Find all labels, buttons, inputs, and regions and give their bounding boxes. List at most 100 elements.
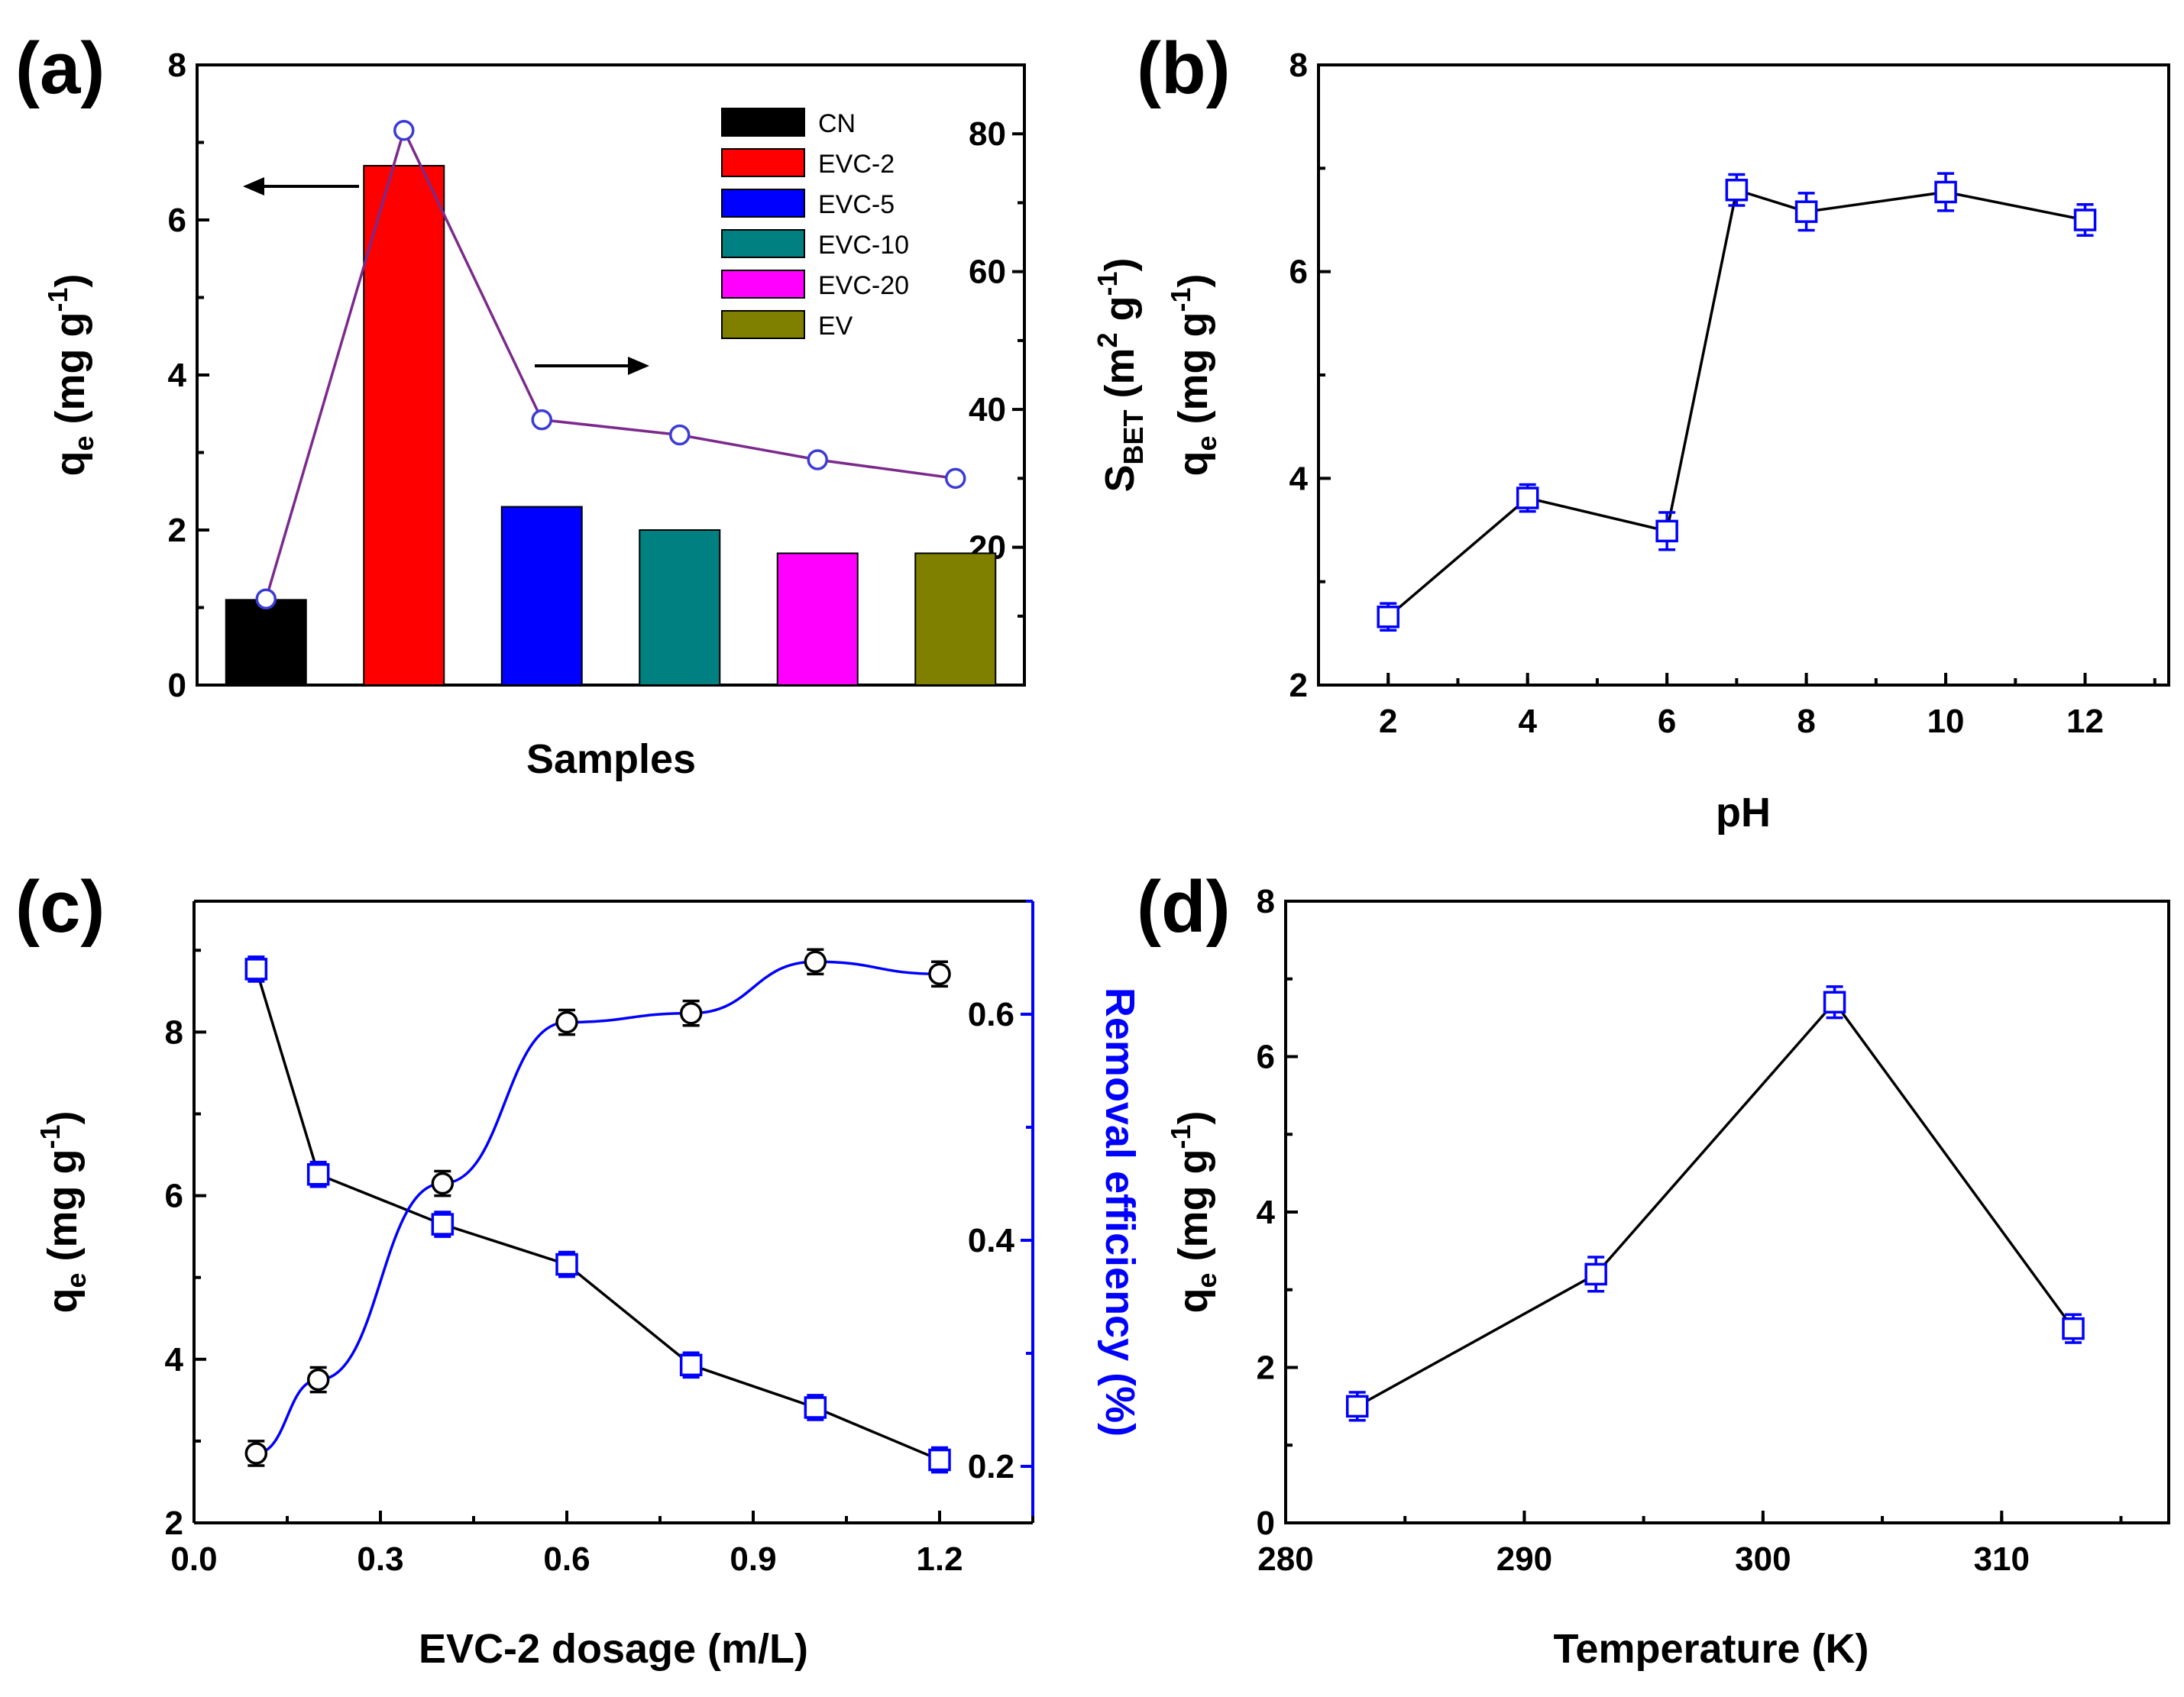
data-point [555,1010,578,1034]
data-point [804,950,827,974]
plot-frame [1317,63,2170,687]
data-point [244,1442,268,1465]
y-tick-label: 6 [165,1178,183,1215]
y-right-tick-label: 40 [969,391,1006,428]
y-right-tick-label: 60 [969,254,1006,291]
bar-evc-20 [776,552,859,687]
x-tick-label: 0.6 [543,1540,590,1578]
panel-letter: (d) [1137,866,1231,948]
y-tick-label: 4 [1257,1194,1276,1231]
bar-evc-2 [363,164,445,686]
legend-label-evc-2: EVC-2 [818,150,895,179]
y-tick-label: 2 [1257,1350,1275,1387]
x-axis-title: pH [1716,790,1771,836]
right-arrow-head [628,357,649,375]
x-tick-label: 0.3 [357,1540,403,1578]
x-tick-label: 0.9 [730,1540,776,1578]
data-point [531,409,552,431]
x-axis-title: Samples [526,736,696,782]
x-tick-label: 10 [1927,703,1965,740]
y-right-tick-label: 0.4 [968,1222,1015,1259]
y-right-axis-title: SBET (m2 g-1) [1092,257,1149,492]
qe-line [1387,188,2085,619]
data-point [306,1368,330,1392]
data-point [1655,519,1678,543]
left-arrow-head [243,177,264,196]
y-tick-label: 4 [168,357,187,394]
y-tick-label: 0 [1257,1505,1275,1542]
data-point [1794,200,1818,223]
x-tick-label: 6 [1658,703,1676,740]
y-tick-label: 2 [1289,667,1308,704]
x-tick-label: 310 [1974,1540,2030,1578]
legend-swatch-ev [721,310,805,339]
data-point [431,1213,455,1236]
y-tick-label: 6 [1289,254,1308,291]
data-point [1377,605,1399,629]
y-right-tick-label: 0.2 [968,1448,1014,1485]
y-axis-title: qe (mg g-1) [1165,1110,1222,1313]
data-point [1823,991,1846,1014]
y-tick-label: 8 [168,47,186,84]
x-tick-label: 1.2 [916,1540,963,1578]
y-tick-label: 8 [165,1013,183,1051]
bar-cn [225,599,307,686]
y-axis-title: qe (mg g-1) [34,1110,92,1313]
data-point [928,962,951,986]
legend-label-cn: CN [818,109,856,138]
x-tick-label: 8 [1797,703,1815,740]
data-point [807,449,828,470]
data-point [804,1396,827,1419]
data-point [2073,208,2097,231]
x-tick-label: 12 [2066,703,2104,740]
x-tick-label: 280 [1257,1540,1313,1578]
data-point [555,1253,578,1276]
panel-letter: (a) [15,27,105,109]
y-axis-title: qe (mg g-1) [42,273,99,476]
sbet-line [264,126,956,600]
y-tick-label: 2 [168,512,186,549]
data-point [945,467,966,490]
y-tick-label: 4 [165,1341,184,1379]
y-tick-label: 8 [1257,883,1275,920]
panel-c: (c) 2 4 6 8 0.0 0.3 0.6 0.9 1.2 0.2 0.4 0.6 EVC-2 dos… [15,866,1143,1672]
data-point [1516,486,1539,509]
legend-swatch-evc-5 [721,189,805,218]
data-point [1584,1262,1607,1286]
legend-swatch-evc-2 [721,148,805,177]
data-point [255,588,277,609]
legend-swatch-cn [721,108,805,137]
y-tick-label: 6 [168,202,186,239]
panel-a: (a)0246820406080CNEVC-2EVC-5EVC-10EVC-20… [15,27,1149,782]
y-right-tick-label: 0.6 [968,996,1014,1033]
data-point [679,1353,703,1377]
qe-line [254,968,940,1462]
y-tick-label: 8 [1289,47,1308,84]
panel-letter: (c) [15,866,105,948]
bar-evc-10 [639,529,721,686]
legend-label-evc-5: EVC-5 [818,190,895,219]
legend-label-evc-20: EVC-20 [818,271,909,300]
qe-line [1356,1000,2075,1408]
x-tick-label: 4 [1518,703,1537,740]
data-point [1725,179,1749,202]
y-right-axis-title: Removal efficiency (%) [1097,987,1143,1437]
plot-frame [196,63,1026,687]
x-tick-label: 300 [1735,1540,1791,1578]
panel-d: (d) 0 2 4 6 8 280 290 300 310 Temperature (K) qe (m… [1137,866,2170,1672]
legend-label-evc-10: EVC-10 [818,231,909,260]
y-tick-label: 0 [168,667,186,704]
legend-label-ev: EV [818,312,853,341]
panel-b: (b) 2 4 6 8 2 4 6 8 10 12 pH qe (mg g-1) [1137,27,2170,836]
x-tick-label: 290 [1496,1540,1552,1578]
x-axis-title: Temperature (K) [1553,1626,1869,1672]
y-tick-label: 4 [1289,460,1309,497]
data-point [306,1162,330,1186]
data-point [1345,1395,1369,1418]
y-right-tick-label: 80 [969,115,1006,153]
data-point [393,119,415,141]
panel-letter: (b) [1137,27,1231,109]
legend-swatch-evc-10 [721,229,805,258]
data-point [669,424,691,446]
